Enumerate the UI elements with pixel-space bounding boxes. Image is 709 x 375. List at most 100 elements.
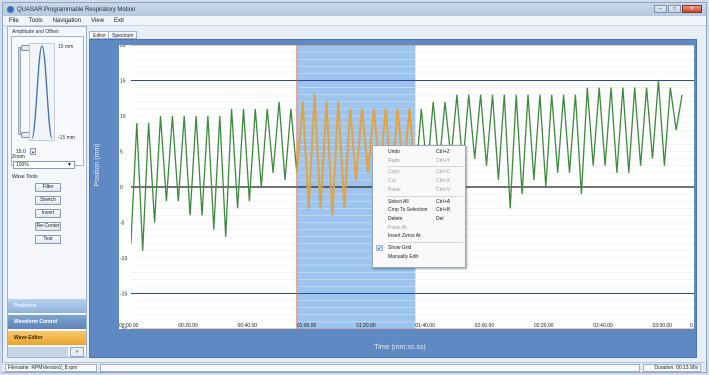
- window-title: QUASAR Programmable Respiratory Motion: [17, 6, 136, 13]
- context-menu-label: Copy: [388, 169, 400, 176]
- context-menu-separator: [387, 195, 463, 197]
- context-menu-item[interactable]: Select All Ctrl+A: [373, 198, 465, 206]
- recenter-button[interactable]: Re-Center: [35, 222, 61, 231]
- offset-slider[interactable]: [18, 45, 31, 138]
- app-icon: [7, 6, 14, 13]
- amplitude-min-label: -15 mm: [58, 135, 75, 141]
- context-menu-separator: [387, 166, 463, 168]
- y-tick-label: -10: [120, 256, 127, 262]
- context-menu-label: Cut: [388, 178, 396, 185]
- x-tick-label: 01:40.00: [415, 323, 435, 329]
- status-middle: [100, 364, 640, 372]
- x-tick-label: 00:00.00: [119, 323, 139, 329]
- context-menu-shortcut: Ctrl+A: [436, 198, 451, 205]
- preview-wave: [31, 45, 53, 139]
- zoom-label: Zoom: [12, 154, 25, 160]
- y-tick-label: 20: [120, 45, 126, 49]
- check-icon: ✔: [376, 245, 383, 252]
- maximize-button[interactable]: □: [668, 5, 681, 13]
- menu-tools[interactable]: Tools: [28, 17, 43, 24]
- context-menu-item: Redo Ctrl+Y: [373, 157, 465, 165]
- x-tick-label: 01:20.00: [356, 323, 376, 329]
- context-menu-label: Paste At: [388, 224, 407, 231]
- amplitude-preview: [29, 43, 55, 141]
- menu-file[interactable]: File: [9, 17, 19, 24]
- close-button[interactable]: ✕: [682, 5, 702, 13]
- nav-positions[interactable]: Positions: [8, 299, 86, 313]
- offset-spinner[interactable]: ▴: [30, 148, 36, 155]
- menu-navigation[interactable]: Navigation: [52, 17, 82, 24]
- x-axis-label: Time (mm:ss.ss): [374, 344, 426, 351]
- context-menu-item[interactable]: Insert Zeros At: [373, 232, 465, 240]
- wave-tools-label: Wave Tools: [12, 174, 38, 180]
- menu-bar: File Tools Navigation View Exit: [3, 16, 706, 26]
- x-tick-label: 01:00.00: [297, 323, 317, 329]
- amplitude-offset-box: 15 mm -15 mm 15.0 ▴: [11, 36, 84, 166]
- amplitude-group-label: Amplitude and Offset: [12, 29, 59, 35]
- context-menu-label: Delete: [388, 215, 403, 222]
- context-menu-shortcut: Del: [436, 215, 444, 222]
- context-menu-item[interactable]: ✔ Show Grid: [373, 244, 465, 252]
- context-menu-item[interactable]: Manually Edit: [373, 253, 465, 261]
- context-menu-shortcut: Ctrl+Z: [436, 149, 450, 155]
- x-tick-label: 02:40.00: [593, 323, 613, 329]
- nav-overflow-area: [8, 347, 68, 357]
- context-menu-label: Undo: [388, 149, 400, 155]
- text-button[interactable]: Text: [35, 235, 61, 244]
- status-filename: Filename: RPMVersion2_8.rpm: [5, 364, 97, 372]
- filter-button[interactable]: Filter: [35, 183, 61, 192]
- zoom-value: 100%: [16, 162, 29, 168]
- context-menu-shortcut: Ctrl+B: [436, 207, 451, 214]
- x-tick-label: 0: [690, 323, 693, 329]
- y-axis-label: Position (mm): [94, 143, 101, 187]
- stretch-button[interactable]: Stretch: [35, 196, 61, 205]
- y-tick-label: -15: [120, 292, 127, 298]
- y-tick-label: 15: [120, 79, 126, 85]
- context-menu-item[interactable]: Delete Del: [373, 215, 465, 223]
- context-menu-label: Select All: [388, 198, 409, 205]
- selected-waveform-line: [295, 94, 417, 216]
- x-tick-label: 00:40.00: [238, 323, 258, 329]
- context-menu: Undo Ctrl+Z Redo Ctrl+Y Copy Ctrl+C Cut Ctrl+X P…: [372, 145, 466, 268]
- x-tick-label: 02:20.00: [534, 323, 554, 329]
- title-bar: QUASAR Programmable Respiratory Motion –…: [3, 3, 706, 16]
- context-menu-label: Paste: [388, 186, 401, 193]
- context-menu-shortcut: Ctrl+Y: [436, 157, 451, 164]
- menu-exit[interactable]: Exit: [113, 17, 124, 24]
- left-panel: Amplitude and Offset 15 mm -15 mm 15.0 ▴…: [7, 26, 87, 358]
- nav-waveform-control[interactable]: Waveform Control: [8, 315, 86, 329]
- tab-editor[interactable]: Editor: [89, 31, 111, 39]
- context-menu-item: Copy Ctrl+C: [373, 168, 465, 176]
- status-bar: Filename: RPMVersion2_8.rpm Duration: 00…: [2, 362, 705, 372]
- nav-wave-editor[interactable]: Wave Editor: [8, 331, 86, 345]
- context-menu-shortcut: Ctrl+X: [436, 178, 451, 185]
- status-duration: Duration: 00:13.90s: [643, 364, 701, 372]
- y-tick-label: 10: [120, 114, 126, 120]
- minimize-button[interactable]: –: [654, 5, 667, 13]
- context-menu-separator: [387, 242, 463, 243]
- y-tick-label: 0: [120, 185, 123, 191]
- zoom-select[interactable]: 100% ▼: [13, 161, 75, 169]
- y-axis-strip: [119, 45, 131, 329]
- tab-spectrum[interactable]: Spectrum: [108, 31, 138, 39]
- context-menu-item[interactable]: Crop To Selection Ctrl+B: [373, 206, 465, 214]
- chevron-down-icon: ▼: [67, 162, 72, 168]
- x-tick-label: 03:00.00: [653, 323, 673, 329]
- menu-view[interactable]: View: [91, 17, 104, 24]
- y-tick-label: -20: [120, 327, 127, 329]
- context-menu-label: Manually Edit: [388, 253, 419, 260]
- context-menu-label: Redo: [388, 157, 400, 164]
- offset-value: 15.0: [16, 149, 26, 155]
- context-menu-item: Paste At: [373, 224, 465, 232]
- context-menu-label: Crop To Selection: [388, 207, 428, 214]
- y-tick-label: -5: [120, 221, 125, 227]
- context-menu-item[interactable]: Undo Ctrl+Z: [373, 148, 465, 156]
- context-menu-shortcut: Ctrl+C: [436, 169, 451, 176]
- y-tick-label: 5: [120, 150, 123, 156]
- x-tick-label: 00:20.00: [178, 323, 198, 329]
- x-tick-label: 02:00.00: [475, 323, 495, 329]
- nav-chevron-icon[interactable]: »: [70, 347, 84, 357]
- context-menu-label: Insert Zeros At: [388, 233, 421, 240]
- context-menu-item: Cut Ctrl+X: [373, 177, 465, 185]
- invert-button[interactable]: Invert: [35, 209, 61, 218]
